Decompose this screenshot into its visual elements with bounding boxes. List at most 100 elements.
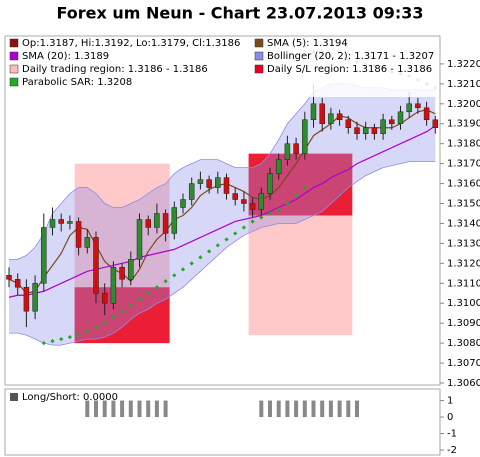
bar xyxy=(268,400,272,418)
candle-body xyxy=(67,221,73,224)
legend-label: Long/Short: 0.0000 xyxy=(22,392,118,403)
candle-body xyxy=(206,179,212,188)
legend-swatch xyxy=(10,393,18,401)
bar xyxy=(85,400,90,418)
sar-dot xyxy=(293,193,299,198)
bar xyxy=(259,400,264,418)
sar-dot xyxy=(180,267,186,272)
candle-body xyxy=(188,183,195,200)
y-tick-label: 1.3120 xyxy=(447,258,480,269)
candle-body xyxy=(371,127,378,134)
sub-panel xyxy=(4,388,441,456)
candle-body xyxy=(162,213,169,234)
bar xyxy=(285,400,290,418)
legend-label: Daily S/L region: 1.3186 - 1.3186 xyxy=(267,64,432,75)
legend-label: Bollinger (20, 2): 1.3171 - 1.3207 xyxy=(267,51,434,62)
candle-body xyxy=(232,193,238,200)
candle-body xyxy=(302,119,308,154)
sar-dot xyxy=(267,211,273,216)
sar-dot xyxy=(285,201,290,206)
sar-dot xyxy=(206,249,212,254)
candle-body xyxy=(275,159,282,174)
legend-label: Op:1.3187, Hi:1.3192, Lo:1.3179, Cl:1.31… xyxy=(22,38,240,49)
sar-dot xyxy=(224,237,229,242)
candle-body xyxy=(171,207,178,234)
sar-dot xyxy=(198,255,203,260)
sar-dot xyxy=(172,273,177,278)
sar-dot xyxy=(128,303,133,308)
sar-dot xyxy=(137,297,142,302)
bar xyxy=(355,400,359,418)
y-tick-label: 1.3220 xyxy=(447,59,480,70)
legend-label: SMA (5): 1.3194 xyxy=(267,38,348,49)
legend-swatch xyxy=(9,38,19,48)
candle-body xyxy=(180,199,186,208)
candle-body xyxy=(58,219,64,224)
candle-body xyxy=(345,119,352,128)
candle-body xyxy=(397,111,404,124)
bar xyxy=(146,400,151,418)
candle-body xyxy=(49,219,56,228)
y-tick-label: 1.3130 xyxy=(447,238,480,249)
bar xyxy=(128,400,133,418)
candle-body xyxy=(336,113,343,121)
y-tick-label: 1.3190 xyxy=(447,119,480,130)
candle-body xyxy=(101,293,108,304)
bar xyxy=(302,400,307,418)
main-plot: 1.3060 1.3070 1.3080 1.3090 1.3100 1.3110 1.31… xyxy=(6,37,480,389)
candle-body xyxy=(110,267,117,304)
candle-body xyxy=(310,103,317,121)
y-tick-label: 1.3160 xyxy=(447,179,480,190)
candle-body xyxy=(362,127,369,134)
candle-body xyxy=(415,103,421,109)
candle-body xyxy=(119,267,125,280)
legend-box xyxy=(6,37,439,97)
y-tick-label: 1.3060 xyxy=(447,378,480,389)
candle-body xyxy=(136,219,143,260)
sar-dot xyxy=(146,291,151,296)
candle-body xyxy=(423,107,430,121)
candle-body xyxy=(293,143,299,154)
sar-dot xyxy=(233,231,238,236)
sar-dot xyxy=(259,215,264,220)
candle-body xyxy=(432,119,439,128)
bar xyxy=(102,400,107,418)
candle-body xyxy=(128,259,134,280)
bar xyxy=(120,400,125,418)
legend-label: Daily trading region: 1.3186 - 1.3186 xyxy=(22,64,208,75)
sar-dot xyxy=(215,243,220,248)
sar-dot xyxy=(163,279,168,284)
sar-dot xyxy=(276,207,281,212)
candle-body xyxy=(93,237,99,294)
y-tick-label: 1.3080 xyxy=(447,338,480,349)
candle-body xyxy=(215,177,221,188)
candle-body xyxy=(249,203,256,210)
candle-body xyxy=(258,193,265,210)
bar xyxy=(163,400,168,418)
bar xyxy=(337,400,342,418)
candle-body xyxy=(354,127,360,134)
candle-body xyxy=(41,227,47,284)
indicator-line xyxy=(8,125,436,298)
y-tick-label: 1.3090 xyxy=(447,318,480,329)
y-tick-label: 1.3070 xyxy=(447,358,480,369)
y-tick-label: 0 xyxy=(447,412,453,423)
candle-body xyxy=(32,283,38,312)
y-tick-label: 1.3140 xyxy=(447,218,480,229)
candle-body xyxy=(23,287,30,312)
legend-swatch xyxy=(254,64,264,74)
bar xyxy=(154,400,159,418)
y-tick-label: 1.3100 xyxy=(447,298,480,309)
sar-dot xyxy=(241,225,247,230)
y-tick-label: 1.3110 xyxy=(447,278,480,289)
candle-body xyxy=(223,177,230,194)
sub-plot: 1 0 -1 -2 Long/Short: 0.0000 xyxy=(10,392,457,456)
candle-body xyxy=(197,179,204,184)
legend-label: Parabolic SAR: 1.3208 xyxy=(22,77,132,88)
legend-swatch xyxy=(254,38,264,48)
chart-title: Forex um Neun - Chart 23.07.2013 09:33 xyxy=(56,4,423,23)
bar xyxy=(137,400,142,418)
candle-body xyxy=(284,143,291,160)
bar xyxy=(346,400,351,418)
band-line xyxy=(9,161,436,346)
